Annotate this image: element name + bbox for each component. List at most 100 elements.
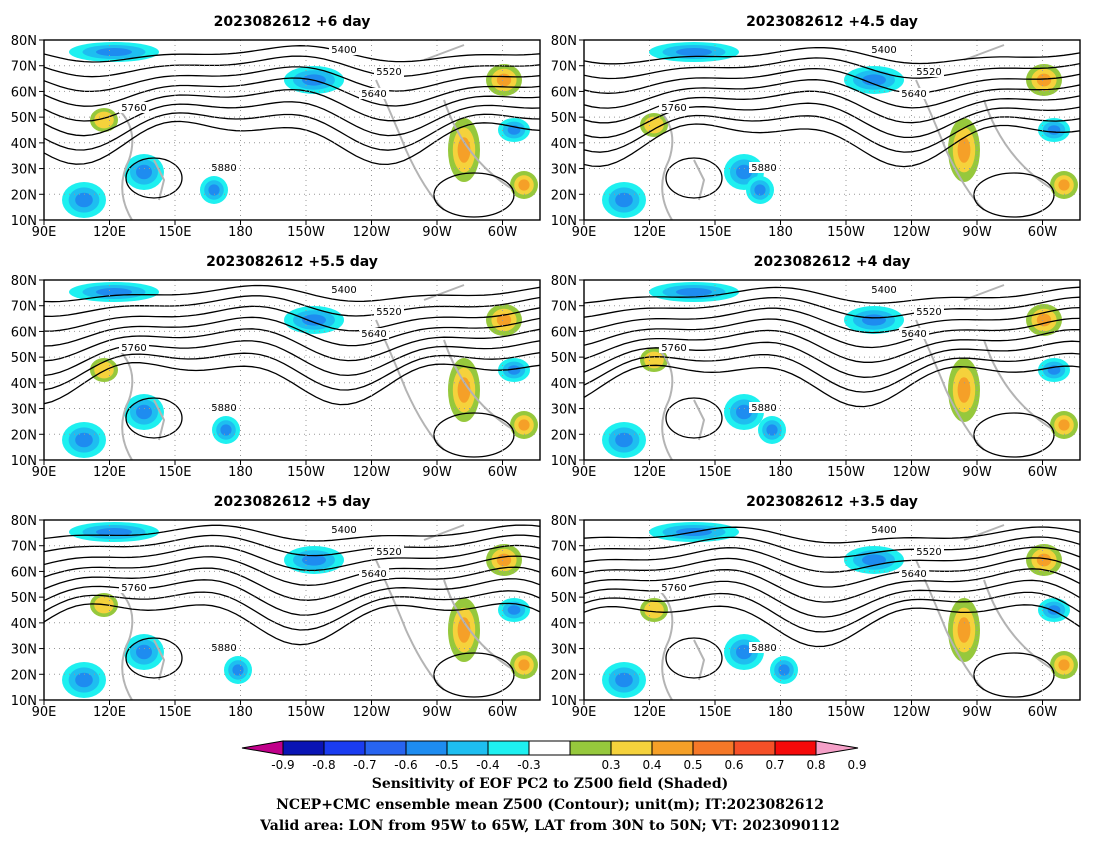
lon-tick-label: 60W [1028,465,1058,480]
contour-label: 5640 [361,89,386,100]
colorbar-swatch [282,740,325,756]
lon-tick-label: 150E [158,225,191,240]
lon-tick-label: 90W [962,225,992,240]
lon-tick-label: 90W [962,465,992,480]
lat-tick-label: 10N [11,214,37,229]
lon-tick-label: 90E [32,465,57,480]
map-frame [43,519,541,701]
colorbar-label: 0.3 [601,758,620,772]
lat-tick-label: 10N [11,694,37,709]
lat-tick-label: 20N [11,188,37,203]
lon-tick-label: 120E [633,465,666,480]
colorbar-label: 0.6 [724,758,743,772]
lat-tick-label: 10N [11,454,37,469]
colorbar-swatch [692,740,735,756]
lon-tick-label: 120E [93,705,126,720]
lon-tick-label: 180 [228,225,253,240]
lon-tick-label: 150W [287,225,325,240]
lat-tick-label: 60N [11,85,37,100]
colorbar-label: -0.5 [435,758,458,772]
lon-tick-label: 90E [572,705,597,720]
lon-tick-label: 120W [353,225,391,240]
panel-title: 2023082612 +4.5 day [746,14,918,30]
map-frame [583,279,1081,461]
footer-line-2: NCEP+CMC ensemble mean Z500 (Contour); u… [276,797,824,813]
contour-label: 5520 [916,67,941,78]
lat-tick-label: 80N [551,34,577,49]
lat-tick-label: 40N [11,617,37,632]
contour-label: 5760 [121,103,146,114]
lat-tick-label: 80N [551,274,577,289]
lon-tick-label: 150W [827,705,865,720]
lat-tick-label: 70N [551,300,577,315]
lat-tick-label: 50N [551,351,577,366]
contour-label: 5400 [331,525,356,536]
lat-tick-label: 40N [551,617,577,632]
footer-line-3: Valid area: LON from 95W to 65W, LAT fro… [260,818,840,834]
contour-label: 5520 [376,547,401,558]
lat-tick-label: 70N [551,540,577,555]
colorbar-swatch [774,740,817,756]
lat-tick-label: 70N [11,300,37,315]
lat-tick-label: 70N [11,60,37,75]
panel-title: 2023082612 +5.5 day [206,254,378,270]
lat-tick-label: 80N [11,274,37,289]
colorbar-swatch [323,740,366,756]
contour-label: 5400 [871,525,896,536]
lon-tick-label: 60W [488,225,518,240]
contour-label: 5760 [661,583,686,594]
lon-tick-label: 150W [827,465,865,480]
contour-label: 5640 [361,569,386,580]
map-frame [583,39,1081,221]
lon-tick-label: 180 [228,705,253,720]
contour-label: 5760 [661,103,686,114]
map-panel: 2023082612 +5.5 day540055205640576058808… [11,254,541,480]
contour-label: 5520 [376,307,401,318]
colorbar-swatch [651,740,694,756]
lon-tick-label: 60W [488,705,518,720]
lat-tick-label: 50N [11,111,37,126]
contour-label: 5400 [331,45,356,56]
lon-tick-label: 60W [1028,225,1058,240]
lon-tick-label: 90W [422,705,452,720]
contour-label: 5640 [901,569,926,580]
contour-label: 5520 [916,547,941,558]
lon-tick-label: 150E [698,225,731,240]
lat-tick-label: 30N [11,403,37,418]
lat-tick-label: 70N [11,540,37,555]
lat-tick-label: 60N [551,565,577,580]
lat-tick-label: 30N [551,163,577,178]
lat-tick-label: 60N [11,325,37,340]
map-panel: 2023082612 +3.5 day540055205640576058808… [551,494,1081,720]
lon-tick-label: 120E [633,705,666,720]
lon-tick-label: 90W [962,705,992,720]
panel-title: 2023082612 +3.5 day [746,494,918,510]
contour-label: 5520 [916,307,941,318]
footer-line-1: Sensitivity of EOF PC2 to Z500 field (Sh… [371,776,729,792]
lat-tick-label: 40N [551,137,577,152]
map-frame [583,519,1081,701]
colorbar-swatch [446,740,489,756]
lon-tick-label: 150E [698,465,731,480]
lat-tick-label: 30N [11,163,37,178]
panel-title: 2023082612 +5 day [214,494,371,510]
lat-tick-label: 20N [11,428,37,443]
contour-label: 5640 [361,329,386,340]
lon-tick-label: 90E [572,225,597,240]
contour-label: 5760 [121,583,146,594]
colorbar-label: 0.7 [765,758,784,772]
lon-tick-label: 150W [287,465,325,480]
contour-label: 5520 [376,67,401,78]
colorbar-swatch [569,740,612,756]
lon-tick-label: 120E [633,225,666,240]
lat-tick-label: 10N [551,694,577,709]
lat-tick-label: 80N [551,514,577,529]
colorbar-swatch [610,740,653,756]
colorbar: -0.9 -0.8 -0.7 -0.6 -0.5 -0.4 -0.3 0.3 0.4 0.5 0.6… [241,740,867,772]
panel-title: 2023082612 +4 day [754,254,911,270]
colorbar-label: -0.7 [353,758,376,772]
lon-tick-label: 180 [228,465,253,480]
lon-tick-label: 120E [93,225,126,240]
lat-tick-label: 80N [11,514,37,529]
